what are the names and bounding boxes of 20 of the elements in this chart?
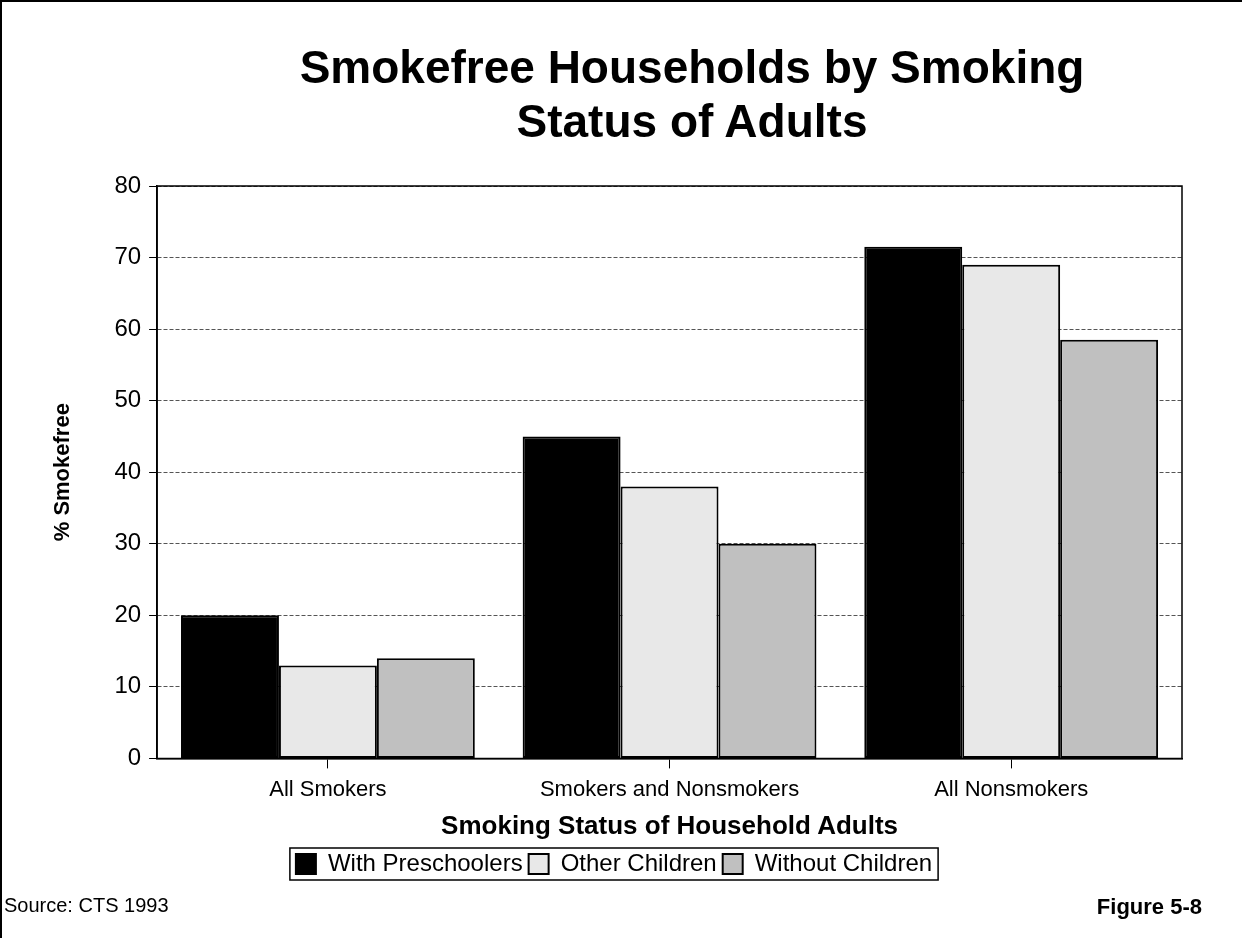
y-tick-label: 30 — [114, 528, 142, 556]
x-axis-title: Smoking Status of Household Adults — [441, 809, 899, 840]
y-tick-label: 10 — [114, 671, 142, 699]
caption: Figure 5-8 — [1096, 894, 1202, 920]
x-tick-label: Smokers and Nonsmokers — [539, 775, 800, 801]
y-tick-label: 0 — [127, 743, 142, 771]
y-tick-label: 60 — [114, 313, 142, 341]
chart-title: Smokefree Households by Smoking Status of Adults — [298, 40, 1086, 148]
legend-label: Other Children — [560, 848, 717, 876]
y-axis-title: % Smokefree — [49, 403, 75, 542]
y-tick-label: 80 — [114, 170, 142, 198]
y-tick-label: 20 — [114, 599, 142, 627]
y-tick-label: 70 — [114, 242, 142, 270]
x-tick-label: All Smokers — [269, 775, 387, 801]
x-tick-label: All Nonsmokers — [934, 775, 1089, 801]
legend-label: With Preschoolers — [327, 848, 523, 876]
legend-label: Without Children — [754, 848, 933, 876]
y-tick-label: 50 — [114, 385, 142, 413]
y-tick-label: 40 — [114, 456, 142, 484]
source-note: Source: CTS 1993 — [4, 894, 169, 917]
